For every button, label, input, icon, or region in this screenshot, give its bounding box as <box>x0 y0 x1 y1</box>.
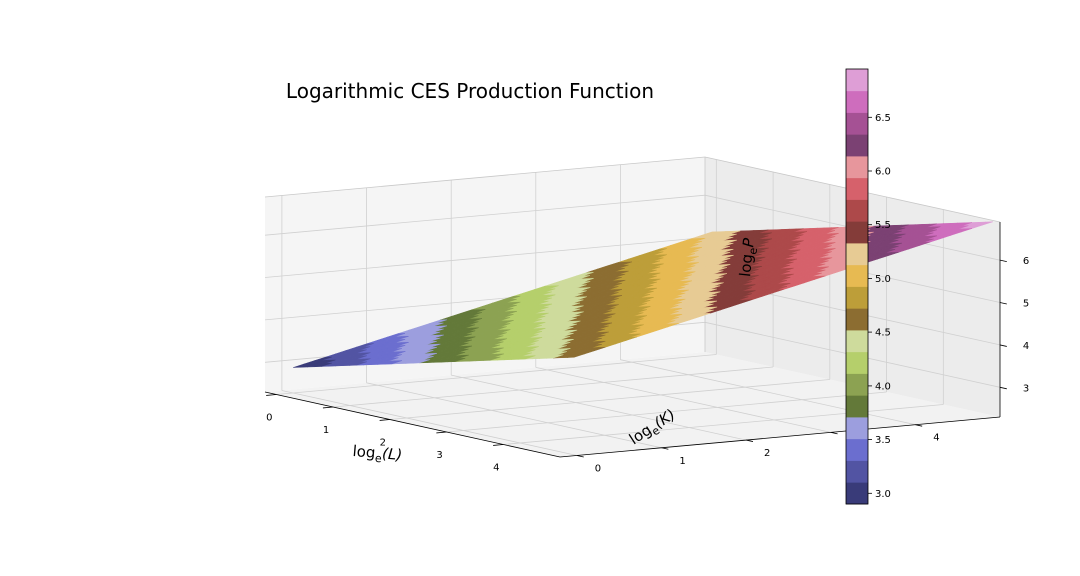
floor-pane <box>265 352 1000 457</box>
colorbar-segment <box>846 112 868 135</box>
z-tick-label: 4 <box>1023 341 1029 352</box>
colorbar: 3.0 3.5 4.0 4.5 5.0 5.5 6.0 6.5 <box>845 68 891 505</box>
y-tick-label: 4 <box>933 433 939 444</box>
y-tick-label: 1 <box>679 456 685 467</box>
y-tick-mark <box>915 424 923 427</box>
colorbar-segment <box>846 134 868 157</box>
x-tick-mark <box>322 406 334 409</box>
z-axis-label-sub: e <box>746 247 760 255</box>
colorbar-tick-label: 4.0 <box>875 381 891 392</box>
left-gridline-z <box>264 237 706 278</box>
colorbar-tick-label: 5.5 <box>875 220 891 231</box>
floor-gridline-y <box>535 367 831 433</box>
y-tick-mark <box>661 447 669 450</box>
colorbar-tick-label: 3.0 <box>875 489 891 500</box>
colorbar-segment <box>846 69 868 92</box>
colorbar-segment <box>846 395 868 418</box>
colorbar-segment <box>846 351 868 374</box>
colorbar-segment <box>846 438 868 461</box>
colorbar-segment <box>846 460 868 483</box>
colorbar-segment <box>846 90 868 113</box>
floor-gridline-y <box>281 390 577 456</box>
x-axis-label: loge(L) <box>352 442 403 467</box>
z-tick-label: 6 <box>1023 256 1029 267</box>
y-tick-mark <box>830 431 838 435</box>
colorbar-segment <box>846 156 868 179</box>
z-tick-label: 5 <box>1023 299 1029 310</box>
z-tick-mark <box>999 259 1007 263</box>
y-axis-line <box>559 416 1001 458</box>
colorbar-segment <box>846 330 868 353</box>
x-axis-label-arg: (L) <box>381 444 403 464</box>
floor-gridline-x <box>446 391 887 433</box>
colorbar-segment <box>846 264 868 287</box>
colorbar-segment <box>846 373 868 396</box>
floor-gridline-x <box>333 366 774 408</box>
x-axis-label-sub: e <box>374 452 382 466</box>
z-axis-label-base: log <box>736 253 756 278</box>
y-tick-mark <box>576 455 584 458</box>
colorbar-segment <box>846 308 868 331</box>
y-tick-label: 0 <box>595 464 601 475</box>
floor-gridline-x <box>389 379 830 420</box>
colorbar-tick-label: 6.0 <box>875 167 891 178</box>
z-tick-mark <box>999 386 1007 390</box>
colorbar-tick-label: 6.5 <box>875 113 891 124</box>
x-tick-label: 0 <box>266 413 272 424</box>
floor-gridline-x <box>503 404 944 445</box>
colorbar-segment <box>846 286 868 309</box>
surface-plot <box>293 221 993 368</box>
pane-edge <box>264 156 706 198</box>
floor-gridline-y <box>366 382 662 449</box>
y-tick-mark <box>746 439 754 442</box>
chart-title: Logarithmic CES Production Function <box>286 79 654 103</box>
colorbar-tick-label: 3.5 <box>875 435 891 446</box>
x-tick-label: 4 <box>493 463 499 474</box>
x-tick-mark <box>493 444 504 446</box>
z-axis-label-arg: P <box>739 236 758 248</box>
y-tick-label: 2 <box>764 448 770 459</box>
x-axis-line <box>264 391 561 458</box>
tick-labels: 01234012343456 <box>266 256 1029 474</box>
colorbar-segment <box>846 221 868 244</box>
x-tick-label: 3 <box>436 450 442 461</box>
x-tick-mark <box>266 394 277 396</box>
x-tick-label: 1 <box>323 425 329 436</box>
left-gridline-z <box>264 194 706 236</box>
colorbar-segment <box>846 243 868 266</box>
x-axis-label-base: log <box>352 442 376 462</box>
x-tick-mark <box>379 419 390 421</box>
axis-lines <box>264 222 1001 458</box>
x-tick-mark <box>436 431 447 434</box>
colorbar-segment <box>846 177 868 200</box>
z-tick-label: 3 <box>1023 383 1029 394</box>
floor-gridline-x <box>276 354 717 395</box>
floor-gridline-y <box>451 374 747 441</box>
colorbar-frame <box>845 68 869 505</box>
colorbar-segment <box>846 199 868 222</box>
colorbar-tick-label: 5.0 <box>875 274 891 285</box>
colorbar-segment <box>846 482 868 505</box>
z-tick-mark <box>999 302 1007 305</box>
z-tick-mark <box>999 344 1007 347</box>
surface-facet <box>293 363 311 368</box>
colorbar-segment <box>846 417 868 440</box>
colorbar-tick-label: 4.5 <box>875 328 891 339</box>
x-tick-label: 2 <box>380 438 386 449</box>
z-axis-label: logeP <box>736 236 761 278</box>
